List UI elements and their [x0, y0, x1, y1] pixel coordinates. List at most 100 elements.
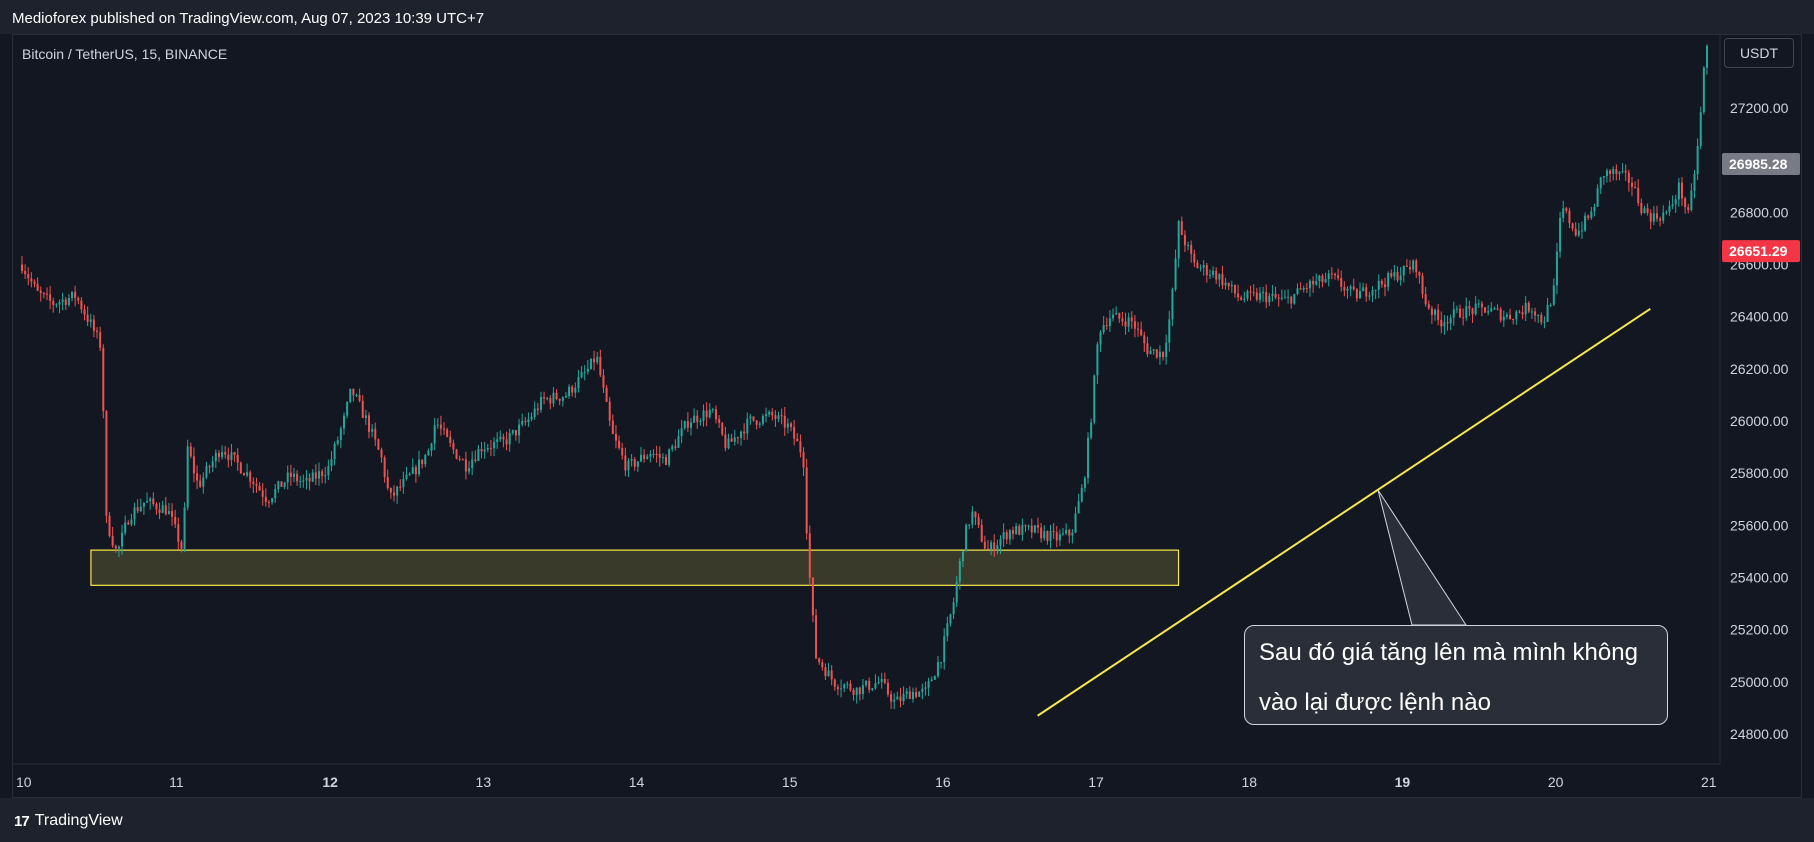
- candle-body: [352, 388, 355, 396]
- x-tick-label: 16: [935, 774, 951, 790]
- candle-body: [1552, 285, 1555, 305]
- candle-body: [1493, 308, 1496, 310]
- y-tick-label: 25200.00: [1730, 622, 1789, 638]
- x-tick-label: 18: [1241, 774, 1257, 790]
- candle-body: [130, 519, 133, 525]
- candle-body: [1412, 260, 1415, 270]
- candle-body: [1299, 288, 1302, 290]
- candle-body: [965, 525, 968, 552]
- candle-body: [618, 440, 621, 448]
- candle-body: [1099, 332, 1102, 345]
- candle-body: [846, 683, 849, 685]
- candle-body: [1065, 529, 1068, 534]
- support-zone-rect: [90, 549, 1180, 586]
- candle-body: [1077, 501, 1080, 514]
- candle-body: [736, 437, 739, 439]
- candle-body: [455, 449, 458, 459]
- candle-body: [883, 678, 886, 683]
- candle-body: [177, 524, 180, 542]
- candle-body: [1684, 198, 1687, 208]
- candle-body: [1665, 211, 1668, 213]
- candle-body: [908, 691, 911, 700]
- candle-body: [233, 452, 236, 455]
- candle-body: [283, 482, 286, 487]
- candle-body: [1674, 199, 1677, 205]
- candle-body: [64, 299, 67, 305]
- candle-body: [996, 545, 999, 551]
- candle-body: [1627, 172, 1630, 183]
- candle-body: [202, 477, 205, 487]
- candle-body: [149, 498, 152, 501]
- candle-body: [246, 472, 249, 476]
- candle-body: [740, 431, 743, 439]
- candle-body: [499, 436, 502, 440]
- candle-body: [1565, 208, 1568, 211]
- candle-body: [1033, 525, 1036, 533]
- candle-body: [1071, 532, 1074, 536]
- candle-body: [1237, 293, 1240, 298]
- candle-body: [1562, 208, 1565, 218]
- candle-body: [721, 422, 724, 435]
- candle-body: [561, 397, 564, 401]
- candle-body: [793, 426, 796, 439]
- candle-body: [1080, 487, 1083, 502]
- candle-body: [1374, 289, 1377, 291]
- candle-body: [477, 448, 480, 461]
- candle-body: [1418, 272, 1421, 276]
- candle-body: [805, 467, 808, 534]
- candle-body: [383, 457, 386, 477]
- candle-body: [1512, 318, 1515, 320]
- candle-body: [1377, 280, 1380, 290]
- candle-body: [389, 487, 392, 493]
- candle-body: [1215, 270, 1218, 280]
- candle-body: [305, 477, 308, 481]
- candle-body: [993, 542, 996, 551]
- candle-body: [1615, 169, 1618, 174]
- candle-body: [755, 420, 758, 425]
- candle-body: [1399, 275, 1402, 281]
- annotation-callout[interactable]: Sau đó giá tăng lên mà mình không vào lạ…: [1244, 625, 1668, 725]
- candle-body: [518, 424, 521, 436]
- candle-body: [715, 409, 718, 420]
- candle-body: [1437, 309, 1440, 320]
- y-tick-label: 24800.00: [1730, 726, 1789, 742]
- candle-body: [1624, 170, 1627, 173]
- candle-body: [930, 679, 933, 682]
- candle-body: [1612, 169, 1615, 174]
- candle-body: [711, 409, 714, 411]
- candle-body: [1055, 532, 1058, 541]
- candle-body: [1559, 217, 1562, 252]
- candle-body: [693, 415, 696, 423]
- candle-body: [1121, 318, 1124, 322]
- candle-body: [508, 433, 511, 445]
- currency-button[interactable]: USDT: [1724, 38, 1794, 68]
- candle-body: [971, 511, 974, 525]
- candle-body: [861, 685, 864, 695]
- candle-body: [564, 395, 567, 398]
- candle-body: [1049, 530, 1052, 541]
- candle-body: [1258, 292, 1261, 300]
- candle-body: [380, 449, 383, 458]
- candle-body: [1706, 45, 1708, 68]
- candle-body: [680, 428, 683, 437]
- candle-body: [974, 511, 977, 518]
- candle-body: [1543, 321, 1546, 323]
- candle-body: [1352, 286, 1355, 290]
- candle-body: [674, 446, 677, 448]
- candle-body: [1549, 304, 1552, 306]
- candle-body: [664, 456, 667, 465]
- candle-body: [108, 515, 111, 537]
- candle-body: [630, 459, 633, 461]
- candle-body: [1330, 273, 1333, 275]
- price-badge-label: 26651.29: [1729, 243, 1788, 259]
- candle-body: [893, 699, 896, 702]
- candle-body: [1158, 351, 1161, 358]
- candle-body: [1618, 171, 1621, 174]
- candle-body: [1434, 309, 1437, 316]
- tradingview-logo[interactable]: 17 TradingView: [14, 812, 123, 830]
- candle-body: [196, 473, 199, 481]
- candle-body: [374, 429, 377, 440]
- candle-body: [605, 387, 608, 402]
- candle-body: [1568, 210, 1571, 224]
